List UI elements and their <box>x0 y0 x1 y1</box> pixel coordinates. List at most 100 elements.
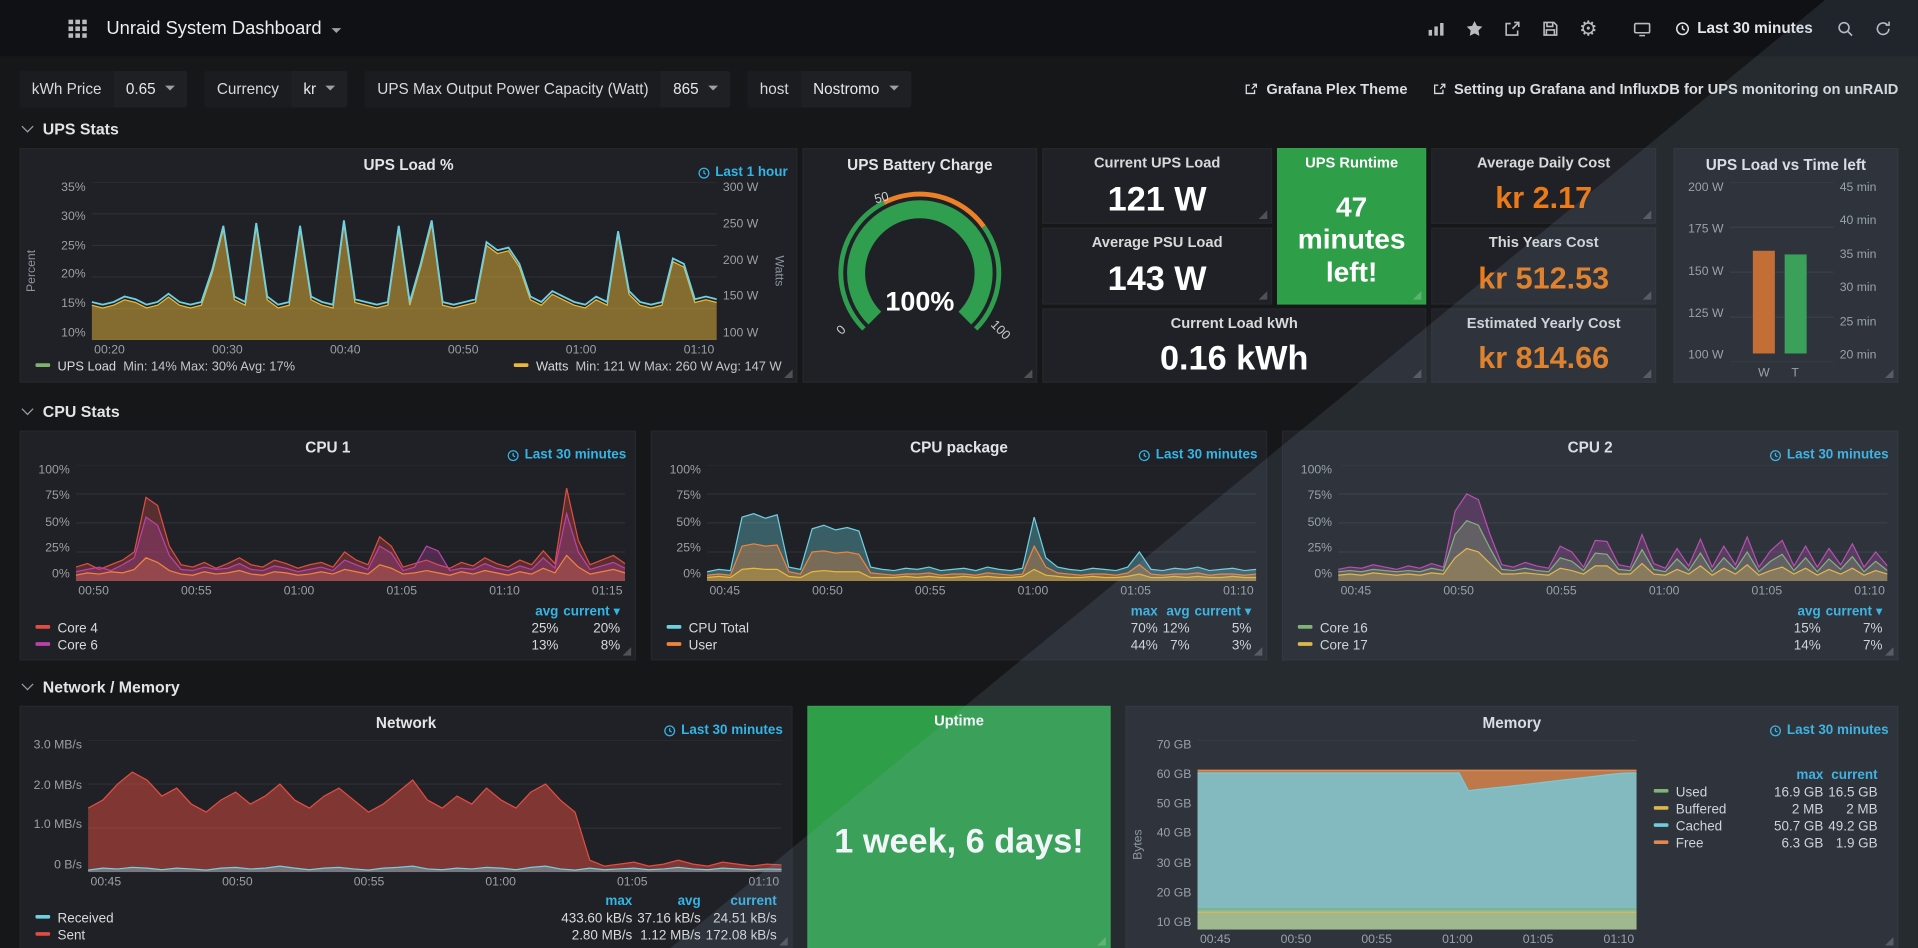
panel-title[interactable]: UPS Battery Charge <box>847 156 993 174</box>
link-grafana-influxdb-ups-guide[interactable]: Setting up Grafana and InfluxDB for UPS … <box>1432 81 1898 98</box>
axis-tick-label: 00:50 <box>78 584 109 599</box>
link-grafana-plex-theme[interactable]: Grafana Plex Theme <box>1244 81 1408 98</box>
dashboard-title[interactable]: Unraid System Dashboard <box>106 17 322 39</box>
legend-col-header[interactable]: current ▾ <box>1194 604 1252 619</box>
y-axis-left: 3.0 MB/s 2.0 MB/s 1.0 MB/s 0 B/s <box>24 739 88 892</box>
variable-dropdown[interactable]: Nostromo <box>801 71 911 108</box>
legend-col-header[interactable]: current ▾ <box>1825 604 1883 619</box>
plot-area[interactable]: 00:45 00:50 00:55 01:00 01:05 01:10 <box>88 740 782 892</box>
legend-col-header[interactable]: current ▾ <box>563 604 621 619</box>
clock-icon <box>507 450 519 462</box>
panel-title[interactable]: Memory <box>1482 714 1542 732</box>
panel-title[interactable]: Current UPS Load <box>1093 154 1221 172</box>
variable-dropdown[interactable]: kr <box>291 71 348 108</box>
panel-title[interactable]: UPS Runtime <box>1305 154 1399 172</box>
panel-title[interactable]: Network <box>375 714 437 732</box>
legend-value: 7% <box>1863 621 1883 637</box>
axis-tick-label: 60 GB <box>1156 768 1192 782</box>
legend-col-header[interactable]: avg <box>1166 603 1190 619</box>
legend-series-name[interactable]: Sent <box>33 927 559 944</box>
plot-area[interactable]: 00:45 00:50 00:55 01:00 01:05 01:10 <box>1338 465 1888 601</box>
variable-label: host <box>747 70 801 108</box>
legend-series-name[interactable]: Core 6 <box>33 637 529 654</box>
axis-tick-label: 15% <box>61 297 86 311</box>
variable-ups-max-output: UPS Max Output Power Capacity (Watt) 865 <box>365 70 731 108</box>
network-memory-row: Network Last 30 minutes 3.0 MB/s 2.0 MB/s… <box>19 705 1899 948</box>
dashboard-grid-icon[interactable] <box>59 10 96 47</box>
panel-title[interactable]: Average PSU Load <box>1091 233 1223 251</box>
star-button[interactable] <box>1456 10 1493 47</box>
axis-tick-label: 01:00 <box>1442 933 1473 947</box>
panel-title[interactable]: UPS Load vs Time left <box>1705 156 1867 174</box>
legend-series-name[interactable]: Cached <box>1651 818 1771 835</box>
panel-title[interactable]: Uptime <box>934 711 984 730</box>
legend-swatch <box>1653 823 1669 827</box>
panel-cpu-2: CPU 2 Last 30 minutes 100% 75% 50% 25% 0% 00… <box>1281 430 1899 661</box>
panel-title[interactable]: CPU 1 <box>305 439 351 457</box>
legend-col-header[interactable]: max <box>1796 768 1824 783</box>
panel-title[interactable]: Current Load kWh <box>1170 314 1298 332</box>
legend-col-header[interactable]: avg <box>1797 603 1821 619</box>
legend-col-header[interactable]: avg <box>535 603 559 619</box>
settings-gear-button[interactable]: ⚙ <box>1570 10 1607 47</box>
axis-tick-label: 40 GB <box>1156 827 1192 841</box>
variable-dropdown[interactable]: 865 <box>661 71 731 108</box>
panel-title[interactable]: UPS Load % <box>363 156 454 174</box>
gauge-arc <box>838 191 1002 331</box>
share-button[interactable] <box>1494 10 1531 47</box>
legend-series-name[interactable]: Core 4 <box>33 620 529 637</box>
panel-title[interactable]: Average Daily Cost <box>1477 154 1611 172</box>
row-toggle-network-memory[interactable]: Network / Memory <box>20 678 1899 696</box>
legend-series-name[interactable]: Free <box>1651 835 1771 852</box>
save-button[interactable] <box>1532 10 1569 47</box>
legend-col-header[interactable]: current <box>1831 768 1878 783</box>
legend-series-name[interactable]: CPU Total <box>664 620 1128 637</box>
legend-value: 3% <box>1231 638 1252 654</box>
axis-tick-label: 01:10 <box>1854 584 1885 599</box>
legend-col-header[interactable]: current <box>730 894 777 909</box>
axis-tick-label: 100% <box>38 463 70 478</box>
legend-series-name[interactable]: Core 16 <box>1295 620 1791 637</box>
legend-value: 5% <box>1231 621 1252 637</box>
clock-icon <box>1769 450 1781 462</box>
legend-table: max avg current ▾ CPU Total 70% 12% 5% User 44% 7… <box>664 602 1254 655</box>
legend-item[interactable]: UPS Load Min: 14% Max: 30% Avg: 17% <box>35 360 295 374</box>
row-toggle-ups-stats[interactable]: UPS Stats <box>20 120 1899 138</box>
stat-value: kr 2.17 <box>1495 181 1593 216</box>
panel-title[interactable]: CPU package <box>910 439 1008 457</box>
legend-value: 15% <box>1793 621 1821 637</box>
tv-view-button[interactable] <box>1624 10 1661 47</box>
refresh-button[interactable] <box>1864 10 1901 47</box>
plot-area[interactable]: 00:45 00:50 00:55 01:00 01:05 01:10 <box>707 465 1257 601</box>
legend-series-name[interactable]: Used <box>1651 784 1771 801</box>
panel-title[interactable]: CPU 2 <box>1567 439 1613 457</box>
time-range-picker[interactable]: Last 30 minutes <box>1662 10 1825 47</box>
legend-series-name[interactable]: Received <box>33 910 559 927</box>
search-button[interactable] <box>1826 10 1863 47</box>
title-caret-icon <box>331 27 342 38</box>
panel-average-psu-load: Average PSU Load 143 W <box>1042 227 1273 305</box>
plot-area[interactable]: 00:20 00:30 00:40 00:50 01:00 01:10 <box>91 182 717 359</box>
add-panel-button[interactable] <box>1418 10 1455 47</box>
legend-col-header[interactable]: max <box>1130 603 1158 619</box>
x-axis: 00:50 00:55 01:00 01:05 01:10 01:15 <box>76 581 625 601</box>
legend-value: 44% <box>1130 638 1158 654</box>
legend-col-header[interactable]: avg <box>677 894 701 909</box>
legend-series-name[interactable]: User <box>664 637 1128 654</box>
legend-value: 433.60 kB/s <box>561 911 633 926</box>
panel-cpu-1: CPU 1 Last 30 minutes 100% 75% 50% 25% 0% 00… <box>19 430 637 661</box>
axis-tick-label: 20% <box>61 268 86 282</box>
legend-col-header[interactable]: max <box>605 894 633 909</box>
panel-title[interactable]: This Years Cost <box>1488 233 1599 251</box>
legend-row: Core 4 25% 20% <box>33 620 623 637</box>
row-toggle-cpu-stats[interactable]: CPU Stats <box>20 402 1899 421</box>
plot-area[interactable]: 00:50 00:55 01:00 01:05 01:10 01:15 <box>75 465 626 601</box>
legend-series-name[interactable]: Buffered <box>1651 801 1771 818</box>
panel-title[interactable]: Estimated Yearly Cost <box>1466 314 1621 332</box>
variable-dropdown[interactable]: 0.65 <box>114 71 188 108</box>
legend-series-name[interactable]: Core 17 <box>1295 637 1791 654</box>
legend-item[interactable]: Watts Min: 121 W Max: 260 W Avg: 147 W <box>514 360 782 374</box>
legend: max avg current Received 433.60 kB/s 37.16 kB… <box>21 892 792 948</box>
plot-area[interactable]: 00:45 00:50 00:55 01:00 01:05 01:10 <box>1197 740 1637 948</box>
